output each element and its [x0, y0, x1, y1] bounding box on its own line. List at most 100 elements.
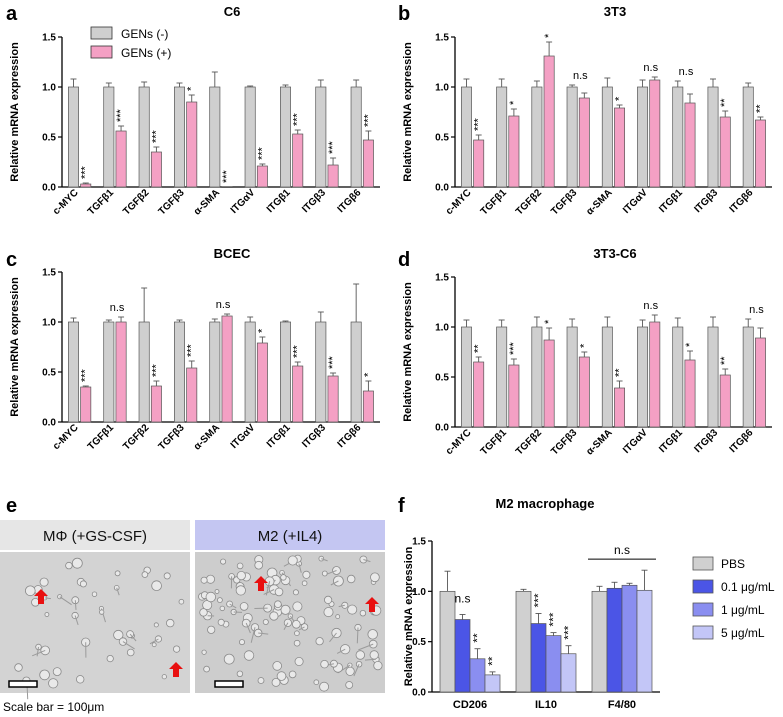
x-tick-label: ITGβ3 [692, 187, 720, 215]
cell-process [44, 597, 51, 600]
scale-bar-right [214, 680, 244, 688]
bar-gens-neg [637, 86, 649, 188]
significance-label: ** [486, 656, 500, 666]
significance-label: *** [532, 593, 546, 607]
x-tick-label: ITGαV [621, 427, 650, 456]
cell [345, 666, 355, 676]
significance-label: *** [150, 363, 162, 377]
y-tick-label: 0.5 [42, 133, 56, 144]
y-axis-label: Relative mRNA expression [403, 546, 415, 686]
cell [254, 560, 264, 570]
x-tick-label: TGFβ2 [121, 187, 151, 217]
cell [373, 660, 383, 671]
cell [220, 558, 227, 565]
y-tick-label: 0.0 [412, 688, 426, 699]
cell [48, 678, 59, 689]
cell-process [338, 604, 345, 608]
legend-label-gens-neg: GENs (-) [121, 27, 168, 41]
red-arrow-icon [169, 662, 183, 677]
cell-process [326, 570, 337, 575]
cell [294, 630, 300, 636]
x-tick-label: ITGβ3 [300, 422, 328, 450]
bar-gens-neg [672, 326, 684, 428]
x-tick-label: α-SMA [192, 187, 222, 217]
cell [44, 612, 50, 617]
bar-5-ug [636, 589, 653, 693]
y-tick-label: 1.5 [435, 273, 449, 284]
bar-gens-pos [578, 356, 590, 428]
bar-gens-neg [460, 86, 472, 188]
significance-label: n.s [573, 70, 588, 82]
bar-0-1-ug [530, 623, 547, 693]
cell [293, 639, 301, 647]
bar-gens-pos [684, 359, 696, 428]
cell [235, 585, 246, 596]
cell [271, 678, 281, 687]
cell-process [330, 580, 339, 586]
bar-gens-pos [719, 374, 731, 428]
cell [257, 677, 265, 684]
significance-label: n.s [679, 66, 694, 78]
cell [14, 663, 23, 672]
cell-process [353, 663, 360, 677]
cell [239, 602, 249, 611]
y-tick-label: 0.5 [412, 637, 426, 648]
significance-label: n.s [643, 62, 658, 74]
bar-pbs [515, 590, 532, 693]
cell [369, 650, 379, 660]
cell [321, 570, 328, 577]
bar-gens-neg [460, 326, 472, 428]
x-tick-label: TGFβ1 [86, 187, 116, 217]
significance-label: *** [150, 129, 162, 143]
cell [153, 622, 159, 628]
cell [114, 570, 121, 577]
significance-label: n.s [614, 543, 630, 557]
cell [91, 591, 98, 597]
significance-label: *** [562, 625, 576, 639]
cell [370, 572, 380, 583]
panel-label-f: f [398, 495, 405, 517]
cell [113, 584, 120, 591]
significance-label: *** [292, 112, 304, 126]
y-tick-label: 0.5 [435, 133, 449, 144]
bar-gens-neg [350, 86, 362, 188]
panel-e-right-header [195, 520, 385, 550]
bar-gens-pos [754, 119, 766, 188]
x-tick-label: TGFβ3 [549, 187, 579, 217]
chart-title: 3T3 [604, 4, 626, 19]
bar-gens-neg [138, 86, 150, 188]
chart-title: BCEC [214, 246, 251, 261]
panel-e-left-header [0, 520, 190, 550]
bar-gens-pos [508, 364, 520, 428]
significance-label: n.s [454, 591, 470, 605]
bar-gens-pos [473, 139, 485, 188]
significance-label: ** [471, 633, 485, 643]
cell [236, 670, 244, 677]
cell [236, 570, 246, 581]
bar-gens-pos [115, 321, 127, 423]
y-tick-label: 1.0 [42, 318, 56, 329]
y-tick-label: 1.5 [42, 33, 56, 44]
x-tick-label: TGFβ1 [86, 422, 116, 452]
cell [347, 604, 358, 615]
cell [75, 675, 85, 684]
cell [223, 653, 235, 665]
scale-bar-text: Scale bar = 100μm [3, 700, 104, 714]
cell [335, 614, 341, 619]
bar-gens-neg [138, 321, 150, 423]
bar-pbs [591, 590, 608, 693]
bar-gens-neg [566, 326, 578, 428]
cell [39, 577, 49, 587]
y-tick-label: 0.0 [435, 423, 449, 434]
cell [319, 681, 330, 692]
cell [291, 619, 301, 629]
significance-label: n.s [643, 300, 658, 312]
y-tick-label: 1.0 [435, 323, 449, 334]
legend-label-gens-pos: GENs (+) [121, 46, 171, 60]
bar-gens-neg [601, 326, 613, 428]
bar-gens-neg [103, 321, 115, 423]
cell [151, 580, 162, 591]
bar-gens-neg [531, 86, 543, 188]
